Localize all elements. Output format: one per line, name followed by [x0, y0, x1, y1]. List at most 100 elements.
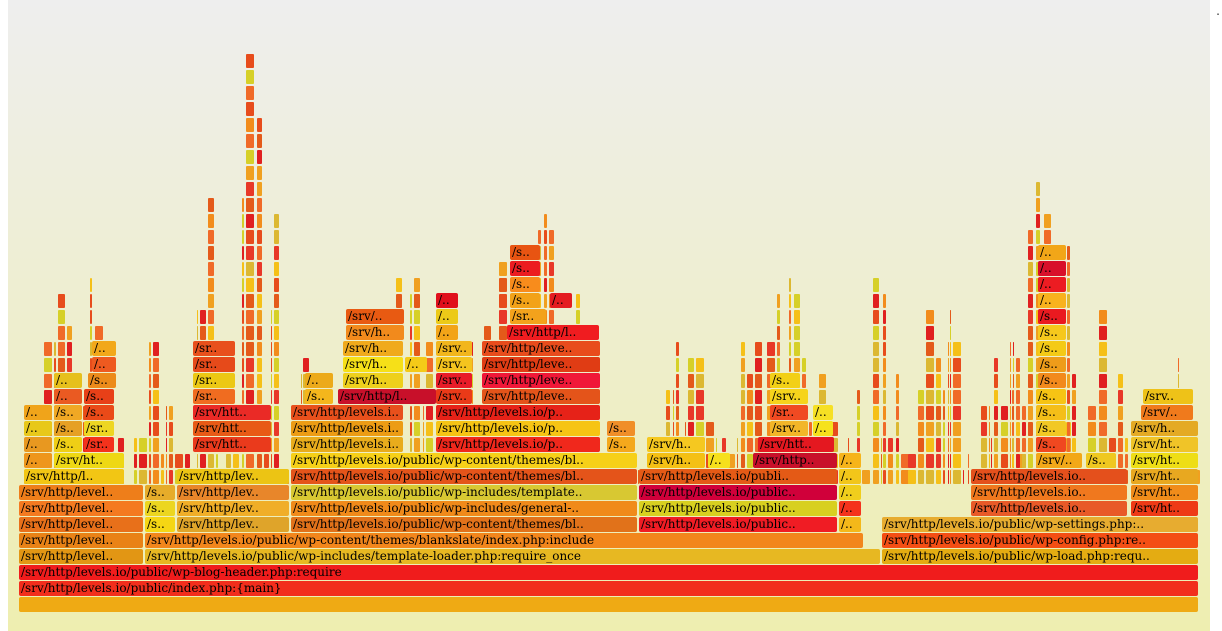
stack-frame[interactable]	[883, 422, 886, 436]
flame-frame[interactable]: /srv/http/level..	[19, 501, 143, 516]
stack-frame[interactable]	[755, 406, 762, 420]
stack-frame[interactable]	[1067, 438, 1070, 452]
flame-frame[interactable]: /srv/http/levels.io/public/wp-includes/t…	[145, 549, 880, 564]
stack-frame[interactable]	[926, 358, 934, 372]
flame-frame[interactable]: /srv/http/level..	[19, 533, 143, 548]
stack-frame[interactable]	[1012, 406, 1014, 420]
stack-frame[interactable]	[410, 374, 412, 388]
stack-frame[interactable]	[153, 454, 159, 468]
flame-frame[interactable]: /..	[92, 357, 116, 372]
flame-frame[interactable]: /..	[839, 485, 861, 500]
stack-frame[interactable]	[242, 278, 244, 292]
stack-frame[interactable]	[274, 246, 279, 260]
stack-frame[interactable]	[741, 422, 745, 436]
flame-frame[interactable]: /srv/http/l..	[507, 325, 599, 340]
flame-frame[interactable]: /s..	[1038, 309, 1066, 324]
stack-frame[interactable]	[208, 230, 214, 244]
stack-frame[interactable]	[544, 230, 547, 244]
stack-frame[interactable]	[246, 70, 254, 84]
stack-frame[interactable]	[873, 358, 879, 372]
stack-frame[interactable]	[472, 358, 473, 372]
stack-frame[interactable]	[685, 422, 686, 436]
flame-frame[interactable]: /srv/http/levels.io/public/wp-content/th…	[291, 517, 637, 532]
stack-frame[interactable]	[688, 406, 694, 420]
stack-frame[interactable]	[44, 390, 52, 404]
stack-frame[interactable]	[246, 150, 254, 164]
flame-frame[interactable]: /..	[24, 405, 52, 420]
stack-frame[interactable]	[426, 422, 433, 436]
stack-frame[interactable]	[274, 454, 279, 468]
stack-frame[interactable]	[208, 214, 214, 228]
flame-frame[interactable]: /..	[24, 437, 52, 452]
flame-frame[interactable]: /..	[550, 293, 572, 308]
stack-frame[interactable]	[149, 374, 151, 388]
flame-frame[interactable]: /srv..	[436, 389, 472, 404]
stack-frame[interactable]	[1067, 246, 1070, 260]
stack-frame[interactable]	[696, 422, 704, 436]
flame-frame[interactable]: /srv/..	[1141, 405, 1193, 420]
stack-frame[interactable]	[257, 390, 262, 404]
stack-frame[interactable]	[1028, 310, 1033, 324]
stack-frame[interactable]	[1067, 342, 1070, 356]
stack-frame[interactable]	[95, 326, 103, 340]
stack-frame[interactable]	[246, 278, 254, 292]
stack-frame[interactable]	[58, 342, 65, 356]
stack-frame[interactable]	[936, 374, 941, 388]
stack-frame[interactable]	[257, 262, 262, 276]
stack-frame[interactable]	[1125, 438, 1128, 452]
stack-frame[interactable]	[90, 342, 92, 356]
stack-frame[interactable]	[257, 294, 262, 308]
stack-frame[interactable]	[1072, 374, 1076, 388]
stack-frame[interactable]	[802, 374, 806, 388]
stack-frame[interactable]	[706, 422, 714, 436]
stack-frame[interactable]	[242, 198, 244, 212]
stack-frame[interactable]	[1099, 374, 1107, 388]
flame-frame[interactable]: /..	[54, 373, 82, 388]
stack-frame[interactable]	[423, 422, 424, 436]
stack-frame[interactable]	[149, 422, 151, 436]
stack-frame[interactable]	[242, 310, 244, 324]
stack-frame[interactable]	[423, 406, 424, 420]
stack-frame[interactable]	[549, 310, 554, 324]
stack-frame[interactable]	[994, 422, 998, 436]
flame-frame[interactable]: /..	[839, 501, 861, 516]
flame-frame[interactable]: /sr..	[84, 421, 114, 436]
stack-frame[interactable]	[271, 358, 272, 372]
stack-frame[interactable]	[242, 246, 244, 260]
stack-frame[interactable]	[994, 406, 998, 420]
stack-frame[interactable]	[169, 454, 173, 468]
flame-frame[interactable]: /srv/http/levels.i..	[291, 437, 403, 452]
stack-frame[interactable]	[809, 422, 812, 436]
stack-frame[interactable]	[1072, 406, 1076, 420]
stack-frame[interactable]	[950, 358, 951, 372]
flame-frame[interactable]: /s..	[1036, 405, 1066, 420]
stack-frame[interactable]	[953, 406, 961, 420]
stack-frame[interactable]	[58, 326, 65, 340]
stack-frame[interactable]	[246, 246, 254, 260]
stack-frame[interactable]	[242, 294, 244, 308]
flame-frame[interactable]: /srv/http/lev..	[177, 485, 289, 500]
stack-frame[interactable]	[673, 422, 674, 436]
stack-frame[interactable]	[1022, 406, 1026, 420]
stack-frame[interactable]	[1012, 390, 1014, 404]
flame-frame[interactable]: /srv/http/levels.io/public/wp-load.php:r…	[882, 549, 1198, 564]
stack-frame[interactable]	[44, 342, 52, 356]
stack-frame[interactable]	[257, 118, 262, 132]
stack-frame[interactable]	[274, 438, 279, 452]
flame-frame[interactable]: /sr..	[193, 341, 235, 356]
stack-frame[interactable]	[1028, 246, 1033, 260]
stack-frame[interactable]	[1044, 214, 1051, 228]
stack-frame[interactable]	[968, 454, 969, 468]
stack-frame[interactable]	[246, 134, 254, 148]
flame-frame[interactable]: /srv/..	[1036, 453, 1082, 468]
stack-frame[interactable]	[950, 470, 951, 484]
stack-frame[interactable]	[948, 470, 949, 484]
stack-frame[interactable]	[410, 406, 412, 420]
stack-frame[interactable]	[1088, 422, 1096, 436]
stack-frame[interactable]	[747, 422, 753, 436]
flame-frame[interactable]: /sr..	[193, 357, 235, 372]
stack-frame[interactable]	[1036, 182, 1040, 196]
stack-frame[interactable]	[274, 230, 279, 244]
stack-frame[interactable]	[90, 310, 92, 324]
stack-frame[interactable]	[208, 246, 214, 260]
